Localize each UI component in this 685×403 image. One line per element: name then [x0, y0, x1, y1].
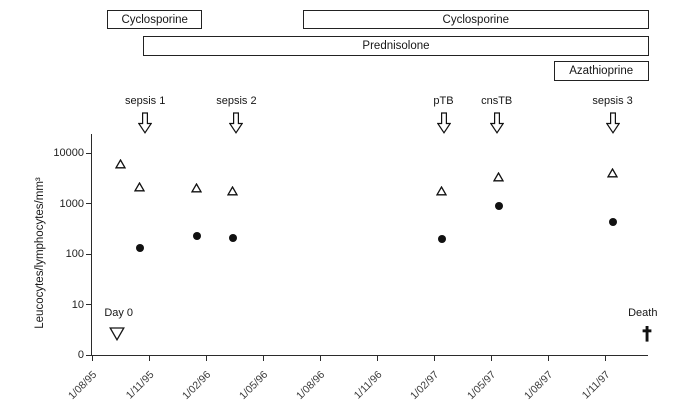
y-tick [85, 354, 92, 356]
lymphocytes-point [228, 233, 237, 242]
x-tick-label: 1/11/96 [351, 368, 385, 402]
x-tick [547, 356, 549, 361]
x-tick-label: 1/05/97 [464, 368, 499, 403]
x-tick [433, 356, 435, 361]
x-tick-label: 1/08/97 [521, 368, 556, 403]
treatment-bar-label: Cyclosporine [121, 13, 188, 26]
event-label-sepsis-1: sepsis 1 [125, 95, 166, 107]
y-tick-label: 10 [71, 298, 84, 311]
x-tick [319, 356, 321, 361]
y-tick [85, 203, 92, 205]
lymphocytes-point [608, 218, 617, 226]
leucocytes-point [435, 185, 448, 196]
x-tick [376, 356, 378, 361]
y-axis-line [91, 134, 93, 356]
treatment-bar-label: Azathioprine [569, 65, 634, 77]
lymphocytes-point [192, 231, 201, 240]
x-tick-label: 1/08/95 [65, 368, 100, 403]
leucocytes-point [606, 167, 619, 178]
leucocytes-point [114, 158, 127, 169]
x-tick-label: 1/11/97 [579, 368, 613, 402]
x-tick-label: 1/08/96 [293, 368, 328, 403]
y-tick-label: 100 [65, 248, 84, 260]
event-label-sepsis-2: sepsis 2 [216, 95, 257, 107]
treatment-bar-label: Prednisolone [362, 40, 430, 52]
lymphocytes-point [494, 201, 503, 210]
treatment-bar-cyclosporine: Cyclosporine [107, 10, 203, 29]
x-tick [148, 356, 150, 361]
x-tick [205, 356, 207, 361]
treatment-bar-prednisolone: Prednisolone [143, 36, 649, 56]
leucocytes-point [226, 185, 239, 196]
event-label-pTB: pTB [433, 95, 454, 107]
x-tick-label: 1/02/96 [179, 368, 214, 403]
death-cross-icon [641, 326, 653, 342]
event-label-cnsTB: cnsTB [481, 95, 513, 107]
leucocytes-point [190, 182, 203, 193]
leucocytes-point [133, 181, 146, 192]
x-tick [91, 356, 93, 361]
y-tick [85, 304, 92, 306]
lymphocytes-point [135, 244, 144, 253]
treatment-bar-label: Cyclosporine [442, 13, 510, 26]
y-tick [85, 253, 92, 255]
x-tick [490, 356, 492, 361]
y-tick-label: 0 [77, 349, 84, 361]
y-tick [85, 152, 92, 154]
down-arrow-icon [489, 112, 505, 134]
down-arrow-icon [605, 112, 620, 134]
treatment-bar-azathioprine: Azathioprine [553, 61, 649, 81]
y-tick-label: 1000 [59, 197, 84, 210]
x-tick-label: 1/05/96 [236, 368, 271, 403]
event-label-sepsis-3: sepsis 3 [592, 95, 633, 107]
y-axis-title: Leucocytes/lymphocytes/mm³ [34, 177, 46, 329]
down-arrow-icon [137, 112, 153, 134]
treatment-bar-cyclosporine: Cyclosporine [302, 10, 649, 29]
down-arrow-icon [436, 112, 451, 134]
day0-inverted-triangle-icon [108, 327, 125, 342]
x-tick [262, 356, 264, 361]
x-axis-line [90, 355, 648, 357]
leucocytes-point [492, 172, 505, 182]
x-tick [604, 356, 606, 361]
down-arrow-icon [229, 112, 244, 134]
death-label: Death [628, 307, 658, 319]
day0-label: Day 0 [104, 307, 134, 319]
x-tick-label: 1/11/95 [123, 368, 157, 402]
y-tick-label: 10000 [53, 147, 84, 159]
lymphocytes-point [437, 234, 446, 243]
x-tick-label: 1/02/97 [407, 368, 442, 403]
